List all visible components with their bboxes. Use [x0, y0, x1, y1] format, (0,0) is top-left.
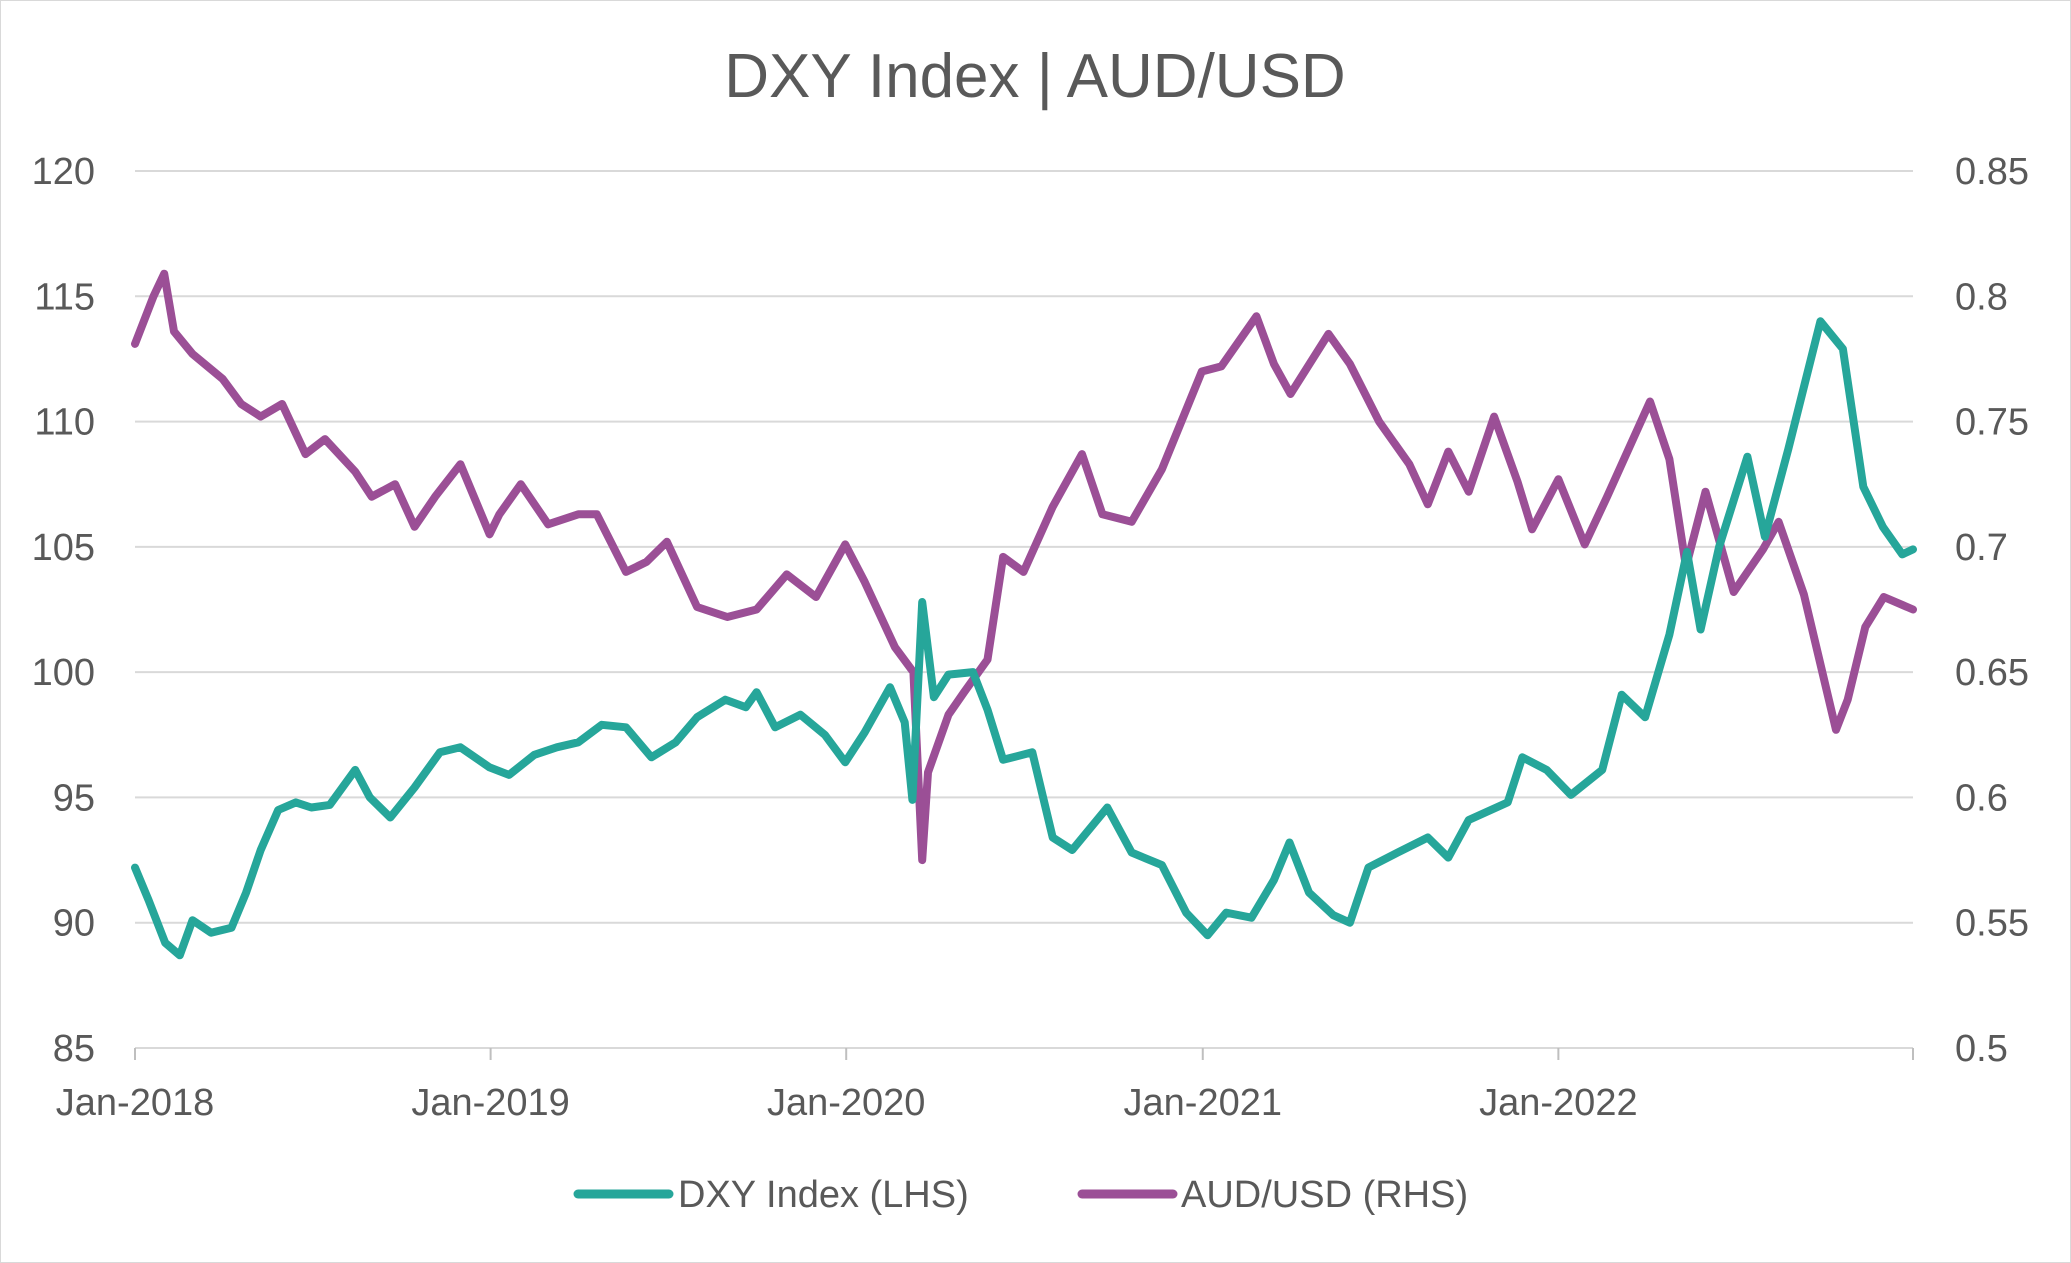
legend-label-audusd: AUD/USD (RHS): [1181, 1174, 1468, 1216]
x-axis: Jan-2018 Jan-2019 Jan-2020 Jan-2021 Jan-2022: [56, 1047, 1914, 1124]
right-tick-label: 0.6: [1955, 777, 2008, 819]
right-tick-label: 0.55: [1955, 903, 2029, 945]
left-tick-label: 95: [53, 777, 95, 819]
x-tick-label: Jan-2022: [1479, 1082, 1637, 1124]
legend: DXY Index (LHS) AUD/USD (RHS): [573, 1174, 1468, 1216]
gridlines: [135, 170, 1913, 924]
left-axis-ticks: 120 115 110 105 100 95 90 85: [32, 151, 95, 1070]
right-tick-label: 0.8: [1955, 276, 2008, 318]
x-tick-label: Jan-2019: [411, 1082, 569, 1124]
right-tick-label: 0.75: [1955, 402, 2029, 444]
left-tick-label: 105: [32, 527, 95, 569]
left-tick-label: 90: [53, 903, 95, 945]
left-tick-label: 100: [32, 652, 95, 694]
series-lines: [131, 269, 1917, 960]
right-tick-label: 0.5: [1955, 1028, 2008, 1070]
chart-title: DXY Index | AUD/USD: [724, 42, 1345, 111]
x-tick-label: Jan-2020: [767, 1082, 925, 1124]
right-tick-label: 0.65: [1955, 652, 2029, 694]
left-tick-label: 110: [34, 402, 95, 444]
left-tick-label: 115: [34, 276, 95, 318]
right-tick-label: 0.7: [1955, 527, 2008, 569]
x-tick-label: Jan-2018: [56, 1082, 214, 1124]
legend-label-dxy: DXY Index (LHS): [678, 1174, 969, 1216]
left-tick-label: 85: [53, 1028, 95, 1070]
x-tick-label: Jan-2021: [1124, 1082, 1282, 1124]
dxy-series-line: [131, 317, 1917, 960]
left-tick-label: 120: [32, 151, 95, 193]
right-axis-ticks: 0.85 0.8 0.75 0.7 0.65 0.6 0.55 0.5: [1955, 151, 2029, 1070]
right-tick-label: 0.85: [1955, 151, 2029, 193]
audusd-series-line: [131, 269, 1917, 865]
